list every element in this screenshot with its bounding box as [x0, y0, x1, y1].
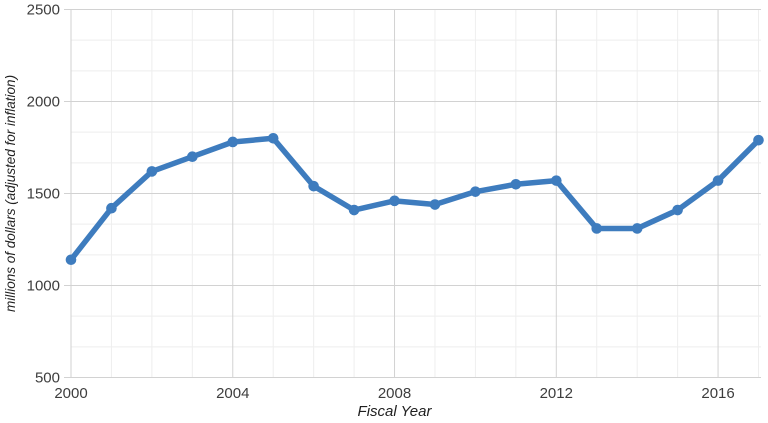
x-tick-label: 2004 — [216, 385, 249, 402]
y-axis-tick-labels: 500 1000 1500 2000 2500 — [27, 2, 60, 387]
data-point — [267, 133, 279, 144]
x-tick-label: 2008 — [378, 385, 411, 402]
data-point — [429, 199, 441, 210]
x-tick-label: 2012 — [540, 385, 573, 402]
major-gridlines — [64, 9, 761, 378]
data-point — [712, 175, 724, 186]
y-axis-title: millions of dollars (adjusted for inflat… — [3, 75, 18, 312]
data-point — [550, 175, 562, 186]
y-tick-label: 1500 — [27, 186, 60, 203]
data-point — [672, 204, 683, 216]
data-point — [187, 151, 198, 162]
y-tick-label: 2000 — [27, 94, 60, 111]
data-point — [65, 254, 77, 266]
x-tick-label: 2000 — [54, 385, 87, 402]
y-tick-label: 1000 — [27, 278, 60, 295]
data-point — [146, 166, 158, 177]
data-point — [106, 202, 117, 214]
data-point — [510, 179, 522, 190]
data-point — [591, 223, 603, 234]
data-point — [389, 195, 400, 207]
x-tick-label: 2016 — [701, 385, 734, 402]
data-point-markers — [65, 133, 764, 266]
y-tick-label: 500 — [35, 370, 60, 387]
data-point — [470, 186, 481, 197]
y-tick-label: 2500 — [27, 2, 60, 19]
data-series-line — [68, 135, 762, 263]
data-point — [308, 180, 319, 192]
x-axis-tick-labels: 2000 2004 2008 2012 2016 — [54, 385, 734, 402]
data-point — [753, 134, 764, 146]
x-axis-title: Fiscal Year — [358, 403, 433, 420]
data-point — [631, 223, 643, 234]
data-point — [348, 204, 360, 216]
data-point — [227, 136, 239, 148]
series-polyline — [68, 135, 762, 263]
